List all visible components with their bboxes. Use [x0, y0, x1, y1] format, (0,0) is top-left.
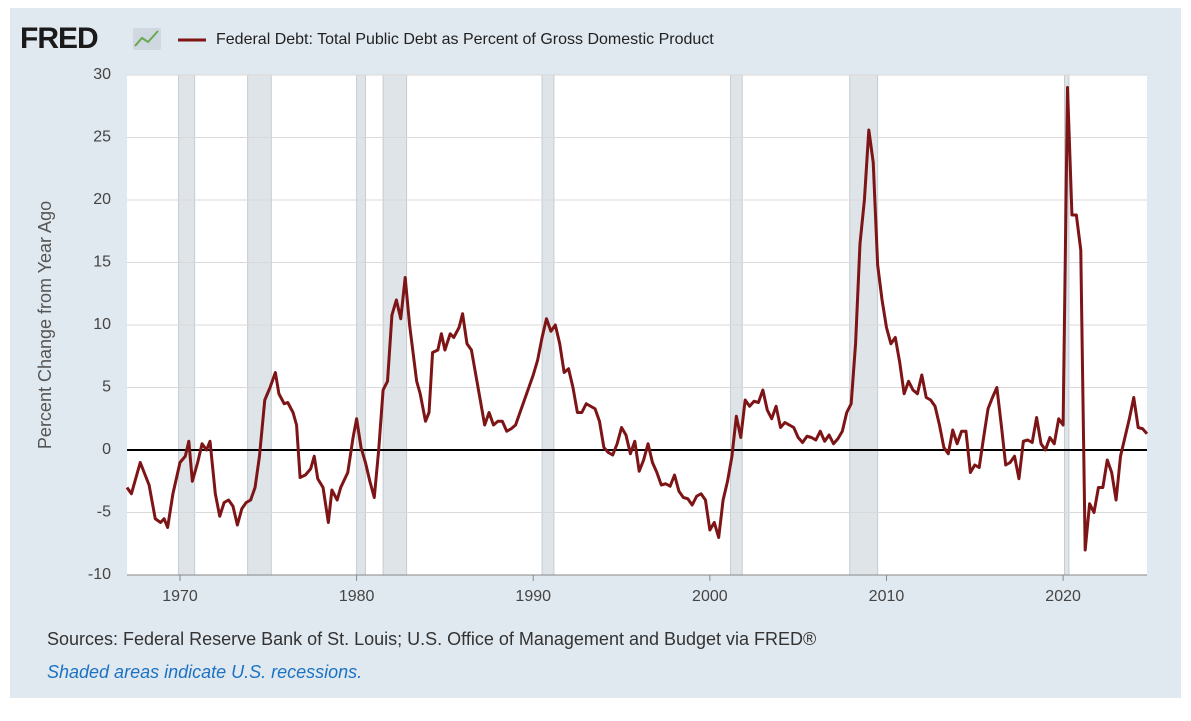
logo: FRED [20, 22, 98, 55]
y-axis-label: Percent Change from Year Ago [35, 201, 55, 449]
x-tick-label: 2020 [1045, 588, 1081, 605]
logo-icon-bg [133, 28, 161, 50]
series-line [125, 86, 1149, 552]
y-tick-label: -5 [97, 504, 111, 521]
legend-label: Federal Debt: Total Public Debt as Perce… [216, 31, 714, 48]
logo-icon [133, 28, 161, 50]
x-tick-label: 2000 [692, 588, 728, 605]
sources: Sources: Federal Reserve Bank of St. Lou… [47, 629, 816, 649]
x-tick-label: 1970 [162, 588, 198, 605]
y-tick-label: 10 [93, 316, 111, 333]
x-tick-label: 2010 [869, 588, 905, 605]
y-tick-label: 5 [102, 379, 111, 396]
y-tick-label: 0 [102, 441, 111, 458]
y-tick-label: 15 [93, 254, 111, 271]
y-tick-label: -10 [88, 566, 111, 583]
logo-icon-line [134, 30, 159, 47]
y-tick-label: 25 [93, 129, 111, 146]
x-tick-label: 1980 [339, 588, 375, 605]
x-tick-label: 1990 [515, 588, 551, 605]
y-tick-label: 20 [93, 191, 111, 208]
recession-note: Shaded areas indicate U.S. recessions. [47, 662, 362, 682]
y-tick-label: 30 [93, 66, 111, 83]
